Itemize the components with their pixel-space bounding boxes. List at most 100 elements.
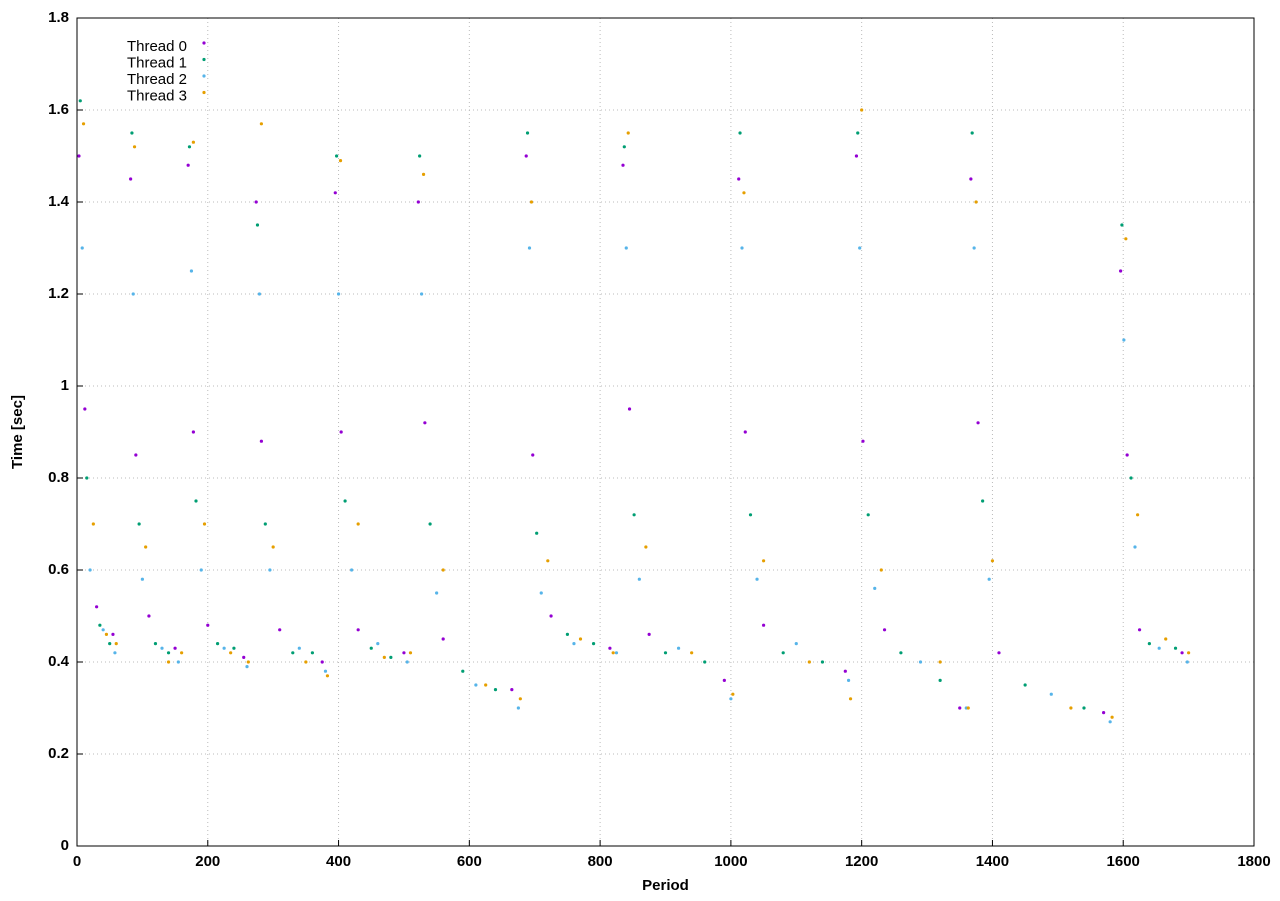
point	[484, 683, 488, 687]
legend-marker	[202, 74, 206, 78]
point	[111, 632, 115, 637]
point	[1102, 711, 1106, 715]
point	[854, 154, 859, 158]
point	[969, 177, 973, 181]
legend-marker	[202, 90, 206, 95]
x-tick-label: 1400	[976, 853, 1009, 870]
x-tick-label: 0	[73, 853, 81, 870]
point	[191, 430, 195, 434]
y-tick-label: 0.4	[48, 653, 70, 670]
point	[748, 513, 753, 517]
legend-label: Thread 0	[127, 38, 187, 55]
point	[130, 131, 134, 135]
point	[518, 697, 522, 701]
point	[644, 545, 648, 549]
point	[722, 678, 726, 683]
point	[474, 683, 478, 687]
point	[343, 499, 347, 503]
point	[856, 131, 860, 135]
x-tick-label: 600	[457, 853, 482, 870]
point	[527, 246, 532, 250]
point	[1133, 545, 1137, 549]
point	[879, 568, 883, 572]
y-tick-label: 0.2	[48, 745, 69, 762]
point	[794, 642, 798, 646]
point	[899, 651, 903, 655]
point	[614, 651, 619, 655]
point	[987, 577, 991, 581]
point	[1124, 237, 1128, 241]
point	[334, 154, 339, 158]
point	[1164, 637, 1168, 641]
point	[1069, 706, 1073, 710]
point	[1173, 646, 1178, 650]
point	[255, 223, 260, 227]
point	[1120, 223, 1124, 227]
point	[222, 646, 226, 650]
point	[1129, 476, 1133, 480]
point	[1110, 715, 1114, 719]
point	[254, 200, 258, 204]
point	[206, 623, 210, 627]
x-tick-label: 1600	[1107, 853, 1140, 870]
point	[418, 154, 422, 158]
point	[405, 660, 409, 664]
point	[549, 614, 553, 618]
point	[938, 660, 942, 664]
legend-label: Thread 3	[127, 87, 187, 104]
point	[958, 706, 962, 710]
point	[402, 651, 406, 655]
point	[382, 655, 386, 660]
point	[1180, 651, 1184, 655]
point	[297, 646, 301, 650]
point	[369, 646, 373, 650]
point	[1136, 513, 1140, 517]
legend-marker	[202, 41, 206, 45]
point	[866, 513, 870, 517]
point	[848, 697, 853, 701]
point	[820, 660, 825, 664]
point	[578, 637, 583, 641]
point	[731, 692, 735, 696]
legend-label: Thread 1	[127, 54, 187, 71]
point	[323, 669, 328, 673]
point	[268, 568, 272, 572]
point	[611, 651, 615, 655]
point	[271, 545, 275, 549]
point	[493, 688, 498, 692]
y-tick-label: 1.8	[48, 9, 69, 26]
point	[997, 651, 1001, 655]
point	[516, 706, 520, 710]
point	[755, 577, 759, 581]
point	[637, 577, 641, 581]
point	[974, 200, 978, 204]
point	[325, 674, 330, 678]
point	[350, 568, 354, 572]
y-axis-label: Time [sec]	[9, 395, 26, 469]
point	[263, 522, 267, 526]
point	[1147, 642, 1151, 646]
point	[761, 559, 766, 563]
point	[981, 499, 985, 503]
point	[535, 531, 539, 535]
point	[166, 651, 171, 655]
point	[572, 642, 576, 646]
point	[435, 591, 439, 595]
point	[742, 191, 746, 195]
point	[336, 292, 341, 296]
point	[990, 559, 995, 563]
point	[690, 651, 694, 655]
point	[310, 651, 314, 655]
y-tick-label: 1.4	[48, 193, 70, 210]
point	[199, 568, 203, 572]
point	[738, 131, 742, 135]
point	[187, 145, 192, 149]
point	[189, 269, 194, 273]
point	[81, 122, 86, 126]
point	[176, 660, 180, 664]
point	[246, 660, 250, 664]
point	[591, 642, 596, 646]
point	[1137, 628, 1142, 632]
point	[91, 522, 95, 526]
